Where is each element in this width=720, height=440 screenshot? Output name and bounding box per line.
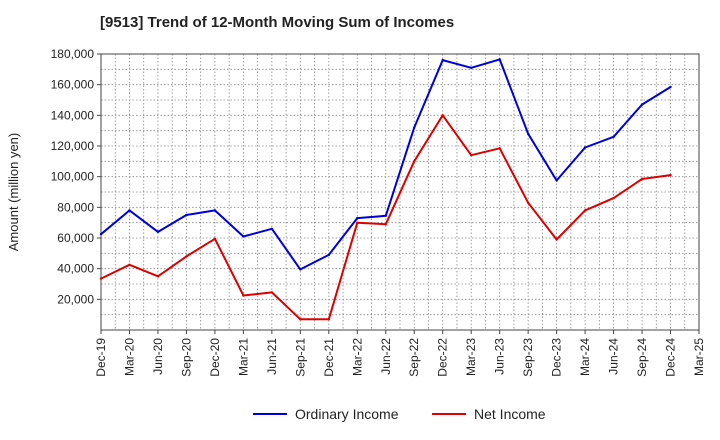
x-tick-label: Mar-23	[464, 338, 478, 376]
x-tick-label: Dec-21	[322, 338, 336, 377]
x-tick-label: Jun-23	[493, 338, 507, 375]
data-point	[526, 201, 530, 204]
data-point	[669, 85, 672, 89]
data-point	[99, 232, 103, 236]
y-tick-label: 20,000	[57, 292, 94, 306]
x-tick-label: Sep-21	[293, 338, 307, 377]
x-tick-label: Dec-19	[94, 338, 108, 377]
data-point	[327, 253, 331, 257]
x-tick-label: Sep-22	[407, 338, 421, 377]
y-tick-label: 160,000	[51, 78, 95, 92]
legend-item: Ordinary Income	[253, 406, 399, 422]
x-tick-labels: Dec-19 Mar-20 Jun-20 Sep-20 Dec-20 Mar-21 Jun-…	[94, 330, 706, 377]
data-point	[526, 132, 530, 135]
data-point	[583, 146, 587, 149]
data-point	[270, 227, 274, 230]
legend-label: Net Income	[474, 406, 546, 422]
data-point	[128, 263, 131, 267]
grid-lines	[100, 54, 700, 330]
x-tick-label: Jun-20	[151, 338, 165, 375]
data-point	[612, 135, 615, 138]
data-point	[555, 238, 558, 241]
y-tick-label: 40,000	[57, 262, 94, 276]
x-tick-label: Dec-24	[664, 338, 678, 377]
y-tick-label: 180,000	[51, 47, 95, 61]
data-point	[213, 237, 217, 240]
data-point	[384, 223, 387, 226]
data-point	[469, 154, 473, 157]
data-point	[640, 177, 644, 181]
series-lines	[99, 58, 672, 321]
data-point	[413, 126, 416, 129]
x-tick-label: Jun-21	[265, 338, 279, 375]
data-point	[469, 66, 473, 70]
x-tick-label: Sep-24	[635, 338, 649, 377]
data-point	[640, 103, 644, 106]
x-tick-label: Jun-22	[379, 338, 393, 375]
data-point	[270, 291, 274, 294]
data-point	[299, 318, 302, 321]
data-point	[356, 216, 359, 220]
y-axis-label: Amount (million yen)	[6, 133, 21, 252]
data-point	[213, 209, 217, 212]
x-tick-label: Mar-21	[236, 338, 250, 376]
x-tick-label: Mar-22	[350, 338, 364, 376]
data-point	[356, 221, 359, 224]
y-tick-label: 60,000	[57, 231, 94, 245]
data-point	[498, 58, 501, 61]
axes	[100, 53, 700, 331]
x-tick-label: Dec-20	[208, 338, 222, 377]
x-tick-label: Jun-24	[607, 338, 621, 375]
y-tick-label: 120,000	[51, 139, 95, 153]
data-point	[612, 196, 615, 200]
data-point	[441, 114, 444, 117]
x-tick-label: Sep-23	[521, 338, 535, 377]
data-point	[299, 268, 302, 271]
chart-title: [9513] Trend of 12-Month Moving Sum of I…	[100, 14, 455, 31]
y-tick-label: 100,000	[51, 170, 95, 184]
legend-label: Ordinary Income	[295, 406, 399, 422]
plot-frame	[100, 53, 700, 331]
data-point	[156, 230, 160, 234]
data-point	[185, 213, 188, 217]
data-point	[555, 179, 558, 182]
data-point	[583, 209, 587, 212]
y-tick-label: 80,000	[57, 200, 94, 214]
data-point	[327, 318, 331, 321]
y-tick-label: 140,000	[51, 108, 95, 122]
x-tick-label: Mar-20	[122, 338, 136, 376]
legend-item: Net Income	[432, 406, 546, 422]
y-tick-labels: 20,000 40,000 60,000 80,000 100,000 120,000 14…	[51, 47, 101, 306]
x-tick-label: Sep-20	[179, 338, 193, 377]
x-tick-label: Mar-24	[578, 338, 592, 376]
legend: Ordinary Income Net Income	[253, 406, 546, 422]
data-point	[242, 294, 245, 297]
x-tick-label: Dec-23	[550, 338, 564, 377]
data-point	[669, 173, 672, 177]
data-point	[441, 58, 444, 62]
data-point	[413, 160, 416, 163]
data-point	[128, 209, 131, 212]
x-tick-label: Mar-25	[692, 338, 706, 376]
data-point	[99, 277, 103, 280]
x-tick-label: Dec-22	[436, 338, 450, 377]
data-point	[384, 214, 387, 217]
data-point	[242, 235, 245, 238]
data-point	[498, 147, 501, 150]
data-point	[156, 275, 160, 278]
data-point	[185, 255, 188, 258]
